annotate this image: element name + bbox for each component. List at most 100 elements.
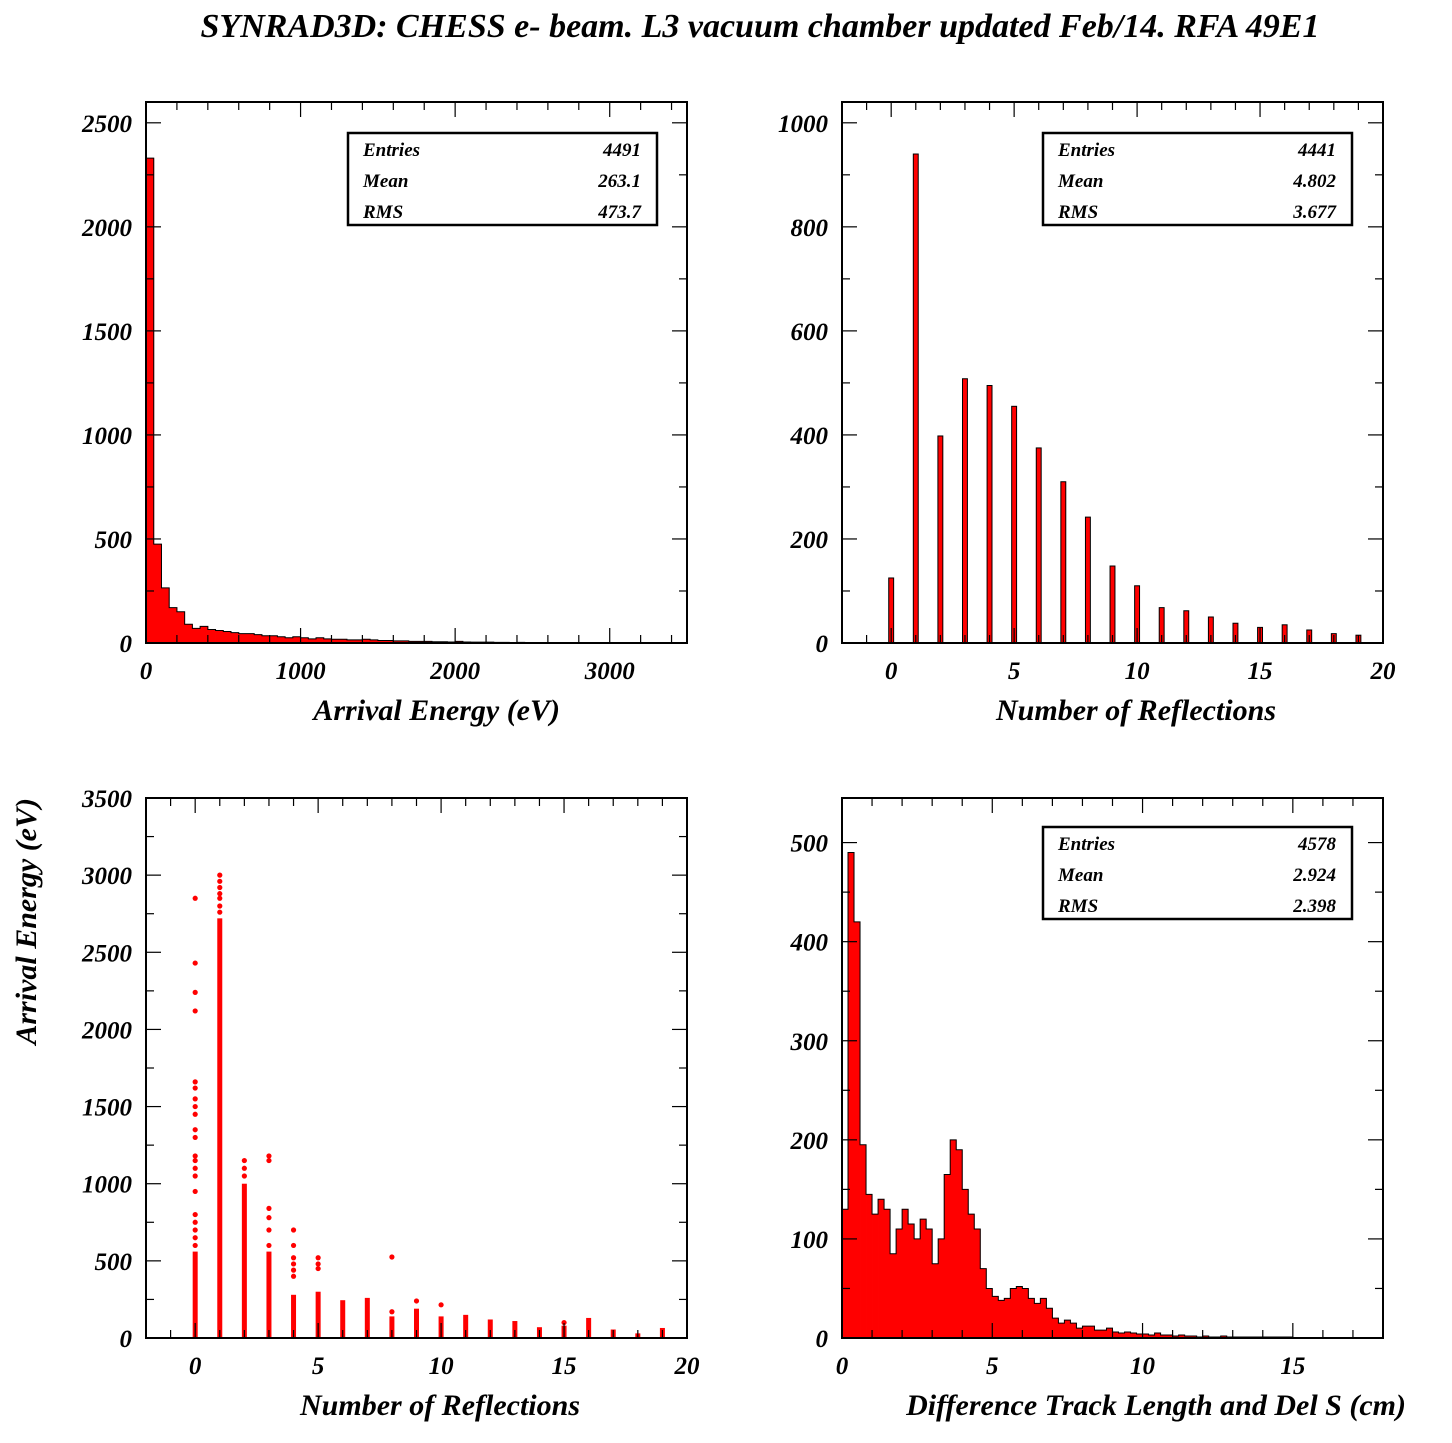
histogram-bar [1084, 516, 1091, 644]
y-tick-label: 0 [120, 631, 133, 658]
histogram-bin [1028, 1298, 1035, 1338]
scatter-point [241, 1157, 247, 1164]
histogram-bin [986, 1288, 993, 1338]
stats-frame [1041, 825, 1354, 921]
histogram-bin [200, 626, 209, 643]
scatter-point [192, 1134, 198, 1141]
scatter-column [217, 918, 223, 1338]
scatter-point [192, 895, 198, 901]
scatter-point [290, 1267, 297, 1273]
axis-ticks [145, 797, 688, 1339]
stats-label: Entries [1057, 834, 1115, 855]
histogram-bin [1058, 1323, 1065, 1338]
histogram-bin [385, 640, 394, 643]
y-tick-label: 800 [791, 215, 829, 242]
histogram-bin [1166, 1335, 1174, 1338]
histogram-bin [246, 633, 255, 643]
x-tick-label: 20 [674, 1353, 701, 1380]
scatter-column [291, 1294, 297, 1338]
x-tick-label: 15 [1280, 1353, 1305, 1380]
histogram-bin [926, 1229, 933, 1338]
histogram-bin [998, 1300, 1005, 1338]
y-tick-label: 1000 [82, 1172, 133, 1199]
y-tick-label: 0 [816, 1326, 829, 1353]
x-tick-label: 0 [836, 1353, 849, 1380]
histogram-bin [944, 1174, 951, 1338]
histogram-bin [1112, 1332, 1119, 1338]
histogram-bar [1060, 481, 1067, 644]
scatter-column [266, 1251, 272, 1338]
histogram-bin [866, 1194, 873, 1338]
scatter-point [266, 1205, 272, 1211]
scatter-point [217, 872, 223, 878]
histogram-bin [207, 629, 216, 643]
scatter-column [315, 1291, 321, 1338]
histogram-bin [1106, 1328, 1113, 1338]
stats-value: 2.398 [1292, 896, 1336, 917]
histogram-bin [884, 1209, 891, 1338]
histogram-bin [331, 639, 340, 643]
histogram-bin [323, 638, 332, 643]
scatter-point [315, 1265, 321, 1272]
histogram-bin [223, 631, 232, 643]
axis-ticks [841, 102, 1384, 644]
x-tick-label: 15 [1248, 658, 1273, 685]
figure-title: SYNRAD3D: CHESS e- beam. L3 vacuum chamb… [201, 8, 1320, 45]
histogram-bin [146, 158, 155, 643]
y-tick-label: 200 [790, 1128, 829, 1155]
x-tick-label: 0 [140, 658, 153, 685]
plot-frame [145, 797, 688, 1339]
plot-frame [145, 101, 688, 644]
x-tick-label: 3000 [584, 658, 636, 685]
scatter-point [389, 1254, 395, 1260]
panel-reflections: 0 200 400 600 800 1000 0 5 10 15 20 Number of Refle… [778, 101, 1396, 727]
x-tick-label: 5 [312, 1353, 325, 1380]
x-axis-label: Difference Track Length and Del S (cm) [905, 1389, 1406, 1422]
histogram-bin [1010, 1288, 1017, 1338]
histogram-bin [1034, 1303, 1041, 1338]
y-tick-label: 100 [791, 1227, 829, 1254]
histogram-bin [1178, 1335, 1186, 1338]
histogram-bin [1076, 1328, 1083, 1338]
histogram-bin [854, 921, 861, 1338]
x-axis-label: Number of Reflections [299, 1389, 580, 1422]
scatter-point [192, 1103, 198, 1110]
histogram-bar [1109, 565, 1116, 644]
histogram-bin [1160, 1335, 1167, 1338]
y-tick-label: 2500 [81, 111, 133, 138]
stats-box: Entries 4578 Mean 2.924 RMS 2.398 [1041, 825, 1354, 921]
scatter-point [266, 1215, 272, 1221]
plot-marks [145, 157, 687, 644]
scatter-point [192, 1219, 198, 1225]
scatter-point [266, 1153, 272, 1159]
histogram-bin [254, 634, 263, 643]
histogram-bin [974, 1229, 981, 1338]
histogram-bin [1088, 1326, 1095, 1338]
scatter-point [413, 1298, 420, 1304]
histogram-bin [1118, 1333, 1125, 1338]
plot-marks [888, 153, 1362, 644]
scatter-point [241, 1165, 247, 1171]
histogram-bin [161, 587, 170, 643]
histogram-bin [980, 1268, 987, 1338]
histogram-bin [1130, 1333, 1137, 1338]
histogram-bin [184, 624, 193, 643]
histogram-bin [872, 1214, 879, 1338]
scatter-point [266, 1227, 272, 1233]
histogram-bin [1142, 1334, 1149, 1338]
scatter-column [241, 1183, 247, 1338]
scatter-point [290, 1227, 297, 1233]
stats-label: RMS [1057, 896, 1098, 917]
x-tick-label: 0 [189, 1353, 202, 1380]
scatter-column [512, 1321, 518, 1338]
histogram-bin [339, 639, 348, 643]
histogram-bar [912, 153, 919, 644]
histogram-bin [902, 1209, 909, 1338]
scatter-point [192, 1165, 198, 1171]
histogram-bin [215, 630, 224, 643]
histogram-bin [362, 639, 371, 643]
y-tick-label: 500 [95, 527, 133, 554]
histogram-bin [316, 637, 325, 643]
scatter-column [463, 1314, 469, 1338]
